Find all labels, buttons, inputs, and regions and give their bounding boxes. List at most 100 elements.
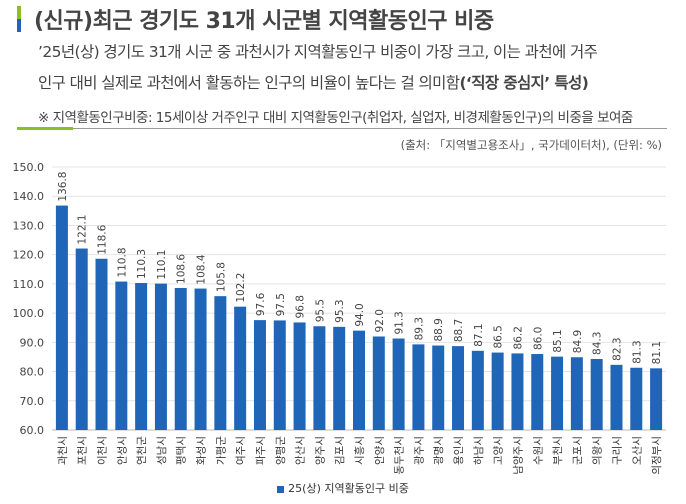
bar bbox=[353, 330, 365, 430]
bar bbox=[432, 345, 445, 430]
description-text: 인구 대비 실제로 과천에서 활동하는 인구의 비율이 높다는 걸 의미함 bbox=[38, 74, 460, 92]
x-tick-label: 포천시 bbox=[77, 436, 89, 465]
bar bbox=[333, 326, 346, 430]
bar bbox=[273, 320, 286, 430]
legend: 25(상) 지역활동인구 비중 bbox=[0, 480, 686, 496]
bar bbox=[253, 320, 266, 430]
bar bbox=[313, 326, 326, 430]
bar bbox=[452, 346, 465, 430]
description-line-1: ’25년(상) 경기도 31개 시군 중 과천시가 지역활동인구 비중이 가장 … bbox=[38, 43, 598, 61]
x-tick-label: 구리시 bbox=[611, 436, 623, 465]
y-tick-label: 130.0 bbox=[13, 219, 45, 232]
bar bbox=[491, 352, 504, 430]
x-tick-label: 양평군 bbox=[275, 436, 287, 465]
bar bbox=[551, 356, 564, 430]
data-label: 118.6 bbox=[97, 224, 109, 254]
data-label: 86.5 bbox=[493, 325, 505, 348]
bar bbox=[590, 358, 603, 430]
bar bbox=[214, 296, 227, 430]
x-tick-label: 하남시 bbox=[472, 436, 485, 465]
x-tick-label: 오산시 bbox=[631, 436, 643, 465]
data-label: 108.6 bbox=[176, 254, 188, 284]
x-tick-label: 평택시 bbox=[176, 436, 188, 465]
bar bbox=[95, 258, 108, 430]
bar bbox=[511, 353, 524, 430]
y-tick-label: 120.0 bbox=[13, 249, 45, 262]
data-label: 91.3 bbox=[394, 311, 406, 334]
bar bbox=[234, 306, 247, 430]
y-tick-label: 80.0 bbox=[20, 366, 45, 379]
description-line-2: 인구 대비 실제로 과천에서 활동하는 인구의 비율이 높다는 걸 의미함(‘직… bbox=[38, 71, 589, 93]
data-label: 88.7 bbox=[453, 319, 465, 342]
x-tick-label: 과천시 bbox=[57, 436, 69, 465]
data-label: 108.4 bbox=[196, 254, 208, 284]
page-title: (신규)최근 경기도 31개 시군별 지역활동인구 비중 bbox=[34, 9, 494, 34]
bar bbox=[412, 344, 425, 430]
bar bbox=[194, 288, 207, 430]
x-tick-label: 화성시 bbox=[196, 436, 208, 465]
data-label: 89.3 bbox=[413, 317, 425, 340]
data-label: 97.6 bbox=[255, 292, 267, 316]
x-tick-label: 양주시 bbox=[314, 436, 326, 465]
divider bbox=[17, 128, 667, 129]
data-label: 95.3 bbox=[334, 299, 346, 322]
data-label: 84.9 bbox=[572, 330, 584, 353]
x-tick-label: 연천군 bbox=[136, 436, 148, 465]
data-label: 84.3 bbox=[592, 332, 604, 355]
x-tick-label: 안양시 bbox=[374, 436, 386, 465]
bar bbox=[471, 350, 484, 430]
data-label: 87.1 bbox=[473, 323, 485, 346]
description-highlight: (‘직장 중심지’ 특성) bbox=[459, 74, 589, 92]
x-tick-label: 성남시 bbox=[156, 436, 168, 465]
x-tick-label: 남양주시 bbox=[512, 436, 524, 475]
bar bbox=[174, 287, 187, 430]
divider-accent bbox=[17, 127, 73, 130]
x-tick-label: 시흥시 bbox=[353, 436, 366, 465]
data-label: 81.3 bbox=[631, 340, 643, 363]
x-tick-label: 용인시 bbox=[453, 436, 465, 465]
bar bbox=[293, 322, 306, 430]
x-tick-label: 여주시 bbox=[235, 436, 247, 465]
data-label: 110.1 bbox=[156, 250, 168, 280]
bar bbox=[531, 354, 544, 430]
bar bbox=[55, 205, 68, 430]
data-label: 105.8 bbox=[215, 262, 227, 292]
data-label: 122.1 bbox=[77, 214, 89, 244]
legend-label: 25(상) 지역활동인구 비중 bbox=[288, 482, 409, 495]
x-tick-label: 파주시 bbox=[255, 436, 267, 465]
x-tick-label: 부천시 bbox=[552, 436, 564, 465]
data-label: 81.1 bbox=[651, 341, 663, 364]
bar bbox=[135, 283, 148, 430]
y-tick-label: 70.0 bbox=[20, 395, 45, 408]
y-tick-label: 100.0 bbox=[13, 307, 45, 320]
y-tick-label: 110.0 bbox=[13, 278, 45, 291]
source-note: (출처: 「지역별고용조사」, 국가데이터처), (단위: %) bbox=[400, 138, 662, 152]
x-tick-label: 김포시 bbox=[334, 436, 346, 465]
x-tick-label: 가평군 bbox=[215, 436, 227, 465]
y-tick-label: 90.0 bbox=[20, 336, 45, 349]
x-tick-label: 군포시 bbox=[572, 436, 584, 465]
data-label: 94.0 bbox=[354, 303, 366, 326]
x-tick-label: 고양시 bbox=[493, 436, 505, 465]
title-accent-bar bbox=[17, 6, 21, 32]
bar bbox=[75, 248, 88, 430]
bar bbox=[392, 338, 405, 430]
x-tick-label: 동두천시 bbox=[394, 436, 406, 475]
bar bbox=[372, 336, 385, 430]
y-tick-label: 60.0 bbox=[20, 424, 45, 437]
bar bbox=[630, 367, 643, 430]
y-tick-label: 140.0 bbox=[13, 190, 45, 203]
data-label: 110.3 bbox=[136, 249, 148, 279]
data-label: 92.0 bbox=[374, 309, 386, 332]
data-label: 110.8 bbox=[116, 247, 128, 277]
data-label: 88.9 bbox=[433, 318, 445, 341]
bar bbox=[570, 357, 583, 430]
data-label: 136.8 bbox=[57, 172, 69, 202]
x-tick-label: 광주시 bbox=[413, 436, 425, 465]
x-tick-label: 안산시 bbox=[295, 436, 307, 465]
x-tick-label: 의왕시 bbox=[592, 436, 604, 465]
data-label: 82.3 bbox=[611, 337, 623, 360]
legend-swatch bbox=[277, 485, 285, 493]
definition-note: ※ 지역활동인구비중: 15세이상 거주인구 대비 지역활동인구(취업자, 실업… bbox=[38, 110, 633, 126]
